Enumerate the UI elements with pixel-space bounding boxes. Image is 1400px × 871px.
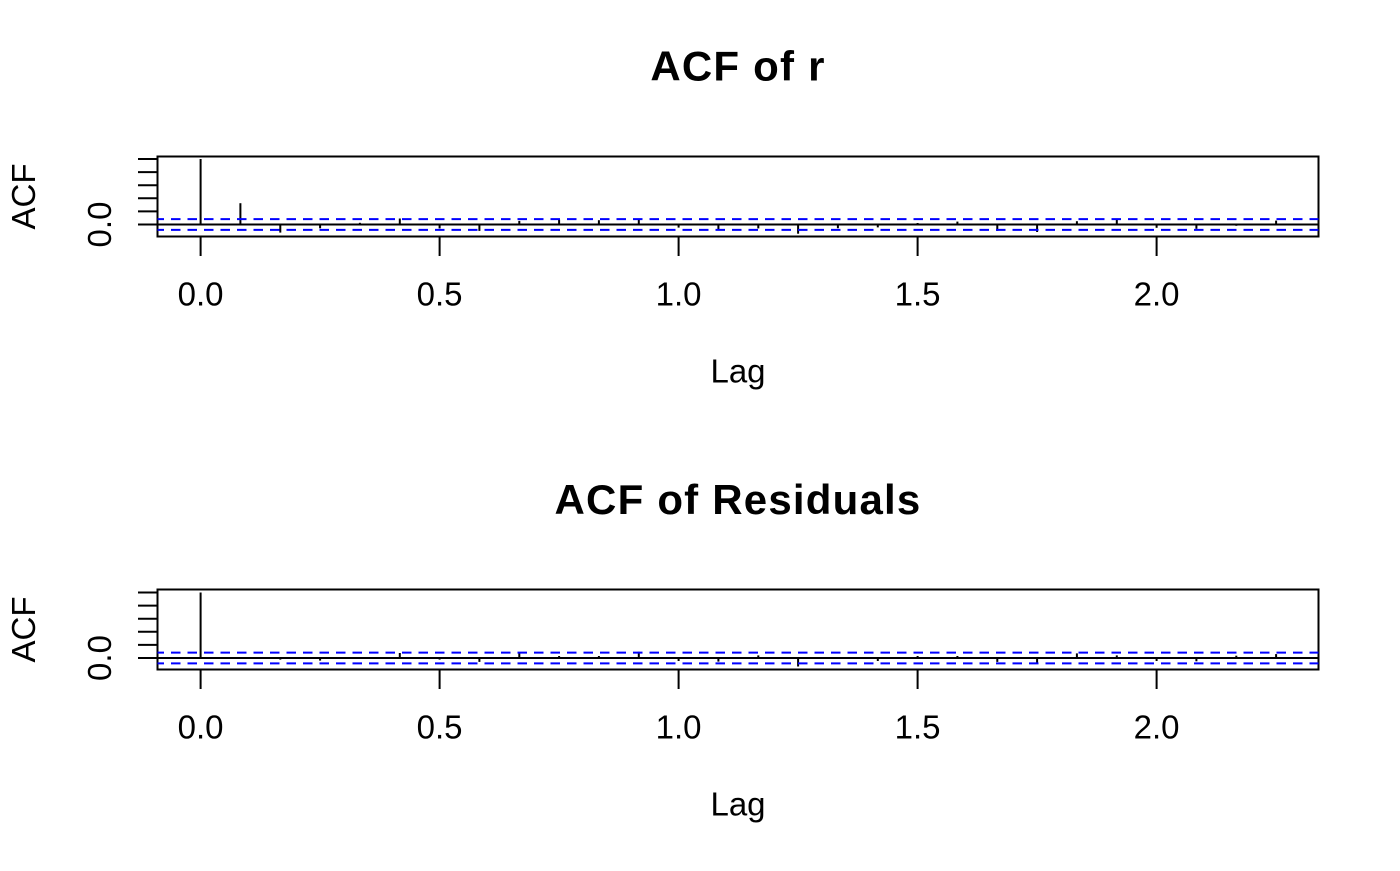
- svg-text:ACF of r: ACF of r: [650, 42, 825, 89]
- svg-text:0.5: 0.5: [417, 709, 463, 746]
- svg-text:0.0: 0.0: [81, 635, 118, 681]
- svg-text:2.0: 2.0: [1134, 276, 1180, 313]
- svg-text:ACF of Residuals: ACF of Residuals: [555, 476, 922, 523]
- svg-text:0.0: 0.0: [178, 709, 224, 746]
- svg-text:1.5: 1.5: [895, 709, 941, 746]
- svg-text:2.0: 2.0: [1134, 709, 1180, 746]
- svg-text:ACF: ACF: [5, 164, 42, 230]
- svg-text:1.0: 1.0: [656, 276, 702, 313]
- svg-text:1.5: 1.5: [895, 276, 941, 313]
- svg-text:0.0: 0.0: [81, 202, 118, 248]
- svg-text:0.5: 0.5: [417, 276, 463, 313]
- svg-text:ACF: ACF: [5, 597, 42, 663]
- svg-text:1.0: 1.0: [656, 709, 702, 746]
- svg-text:Lag: Lag: [710, 353, 765, 390]
- svg-text:Lag: Lag: [710, 786, 765, 823]
- svg-text:0.0: 0.0: [178, 276, 224, 313]
